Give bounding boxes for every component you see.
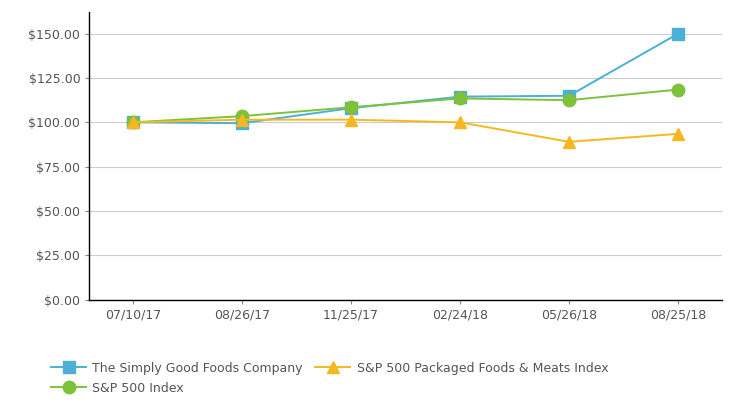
S&P 500 Packaged Foods & Meats Index — [455, 120, 464, 125]
Legend: The Simply Good Foods Company, S&P 500 Index, S&P 500 Packaged Foods & Meats Ind: The Simply Good Foods Company, S&P 500 I… — [46, 357, 613, 400]
Line: S&P 500 Index: S&P 500 Index — [126, 83, 684, 129]
Line: S&P 500 Packaged Foods & Meats Index: S&P 500 Packaged Foods & Meats Index — [127, 114, 684, 147]
S&P 500 Packaged Foods & Meats Index — [237, 117, 246, 122]
The Simply Good Foods Company — [347, 106, 356, 111]
S&P 500 Index — [455, 96, 464, 101]
S&P 500 Index — [237, 114, 246, 119]
Line: The Simply Good Foods Company: The Simply Good Foods Company — [127, 28, 684, 129]
S&P 500 Index — [347, 105, 356, 110]
S&P 500 Index — [129, 120, 138, 125]
The Simply Good Foods Company — [455, 94, 464, 99]
S&P 500 Packaged Foods & Meats Index — [673, 131, 682, 136]
The Simply Good Foods Company — [129, 120, 138, 125]
S&P 500 Index — [565, 98, 574, 103]
S&P 500 Index — [673, 87, 682, 92]
The Simply Good Foods Company — [237, 121, 246, 126]
The Simply Good Foods Company — [565, 93, 574, 98]
S&P 500 Packaged Foods & Meats Index — [129, 120, 138, 125]
S&P 500 Packaged Foods & Meats Index — [565, 139, 574, 144]
S&P 500 Packaged Foods & Meats Index — [347, 117, 356, 122]
The Simply Good Foods Company — [673, 31, 682, 36]
